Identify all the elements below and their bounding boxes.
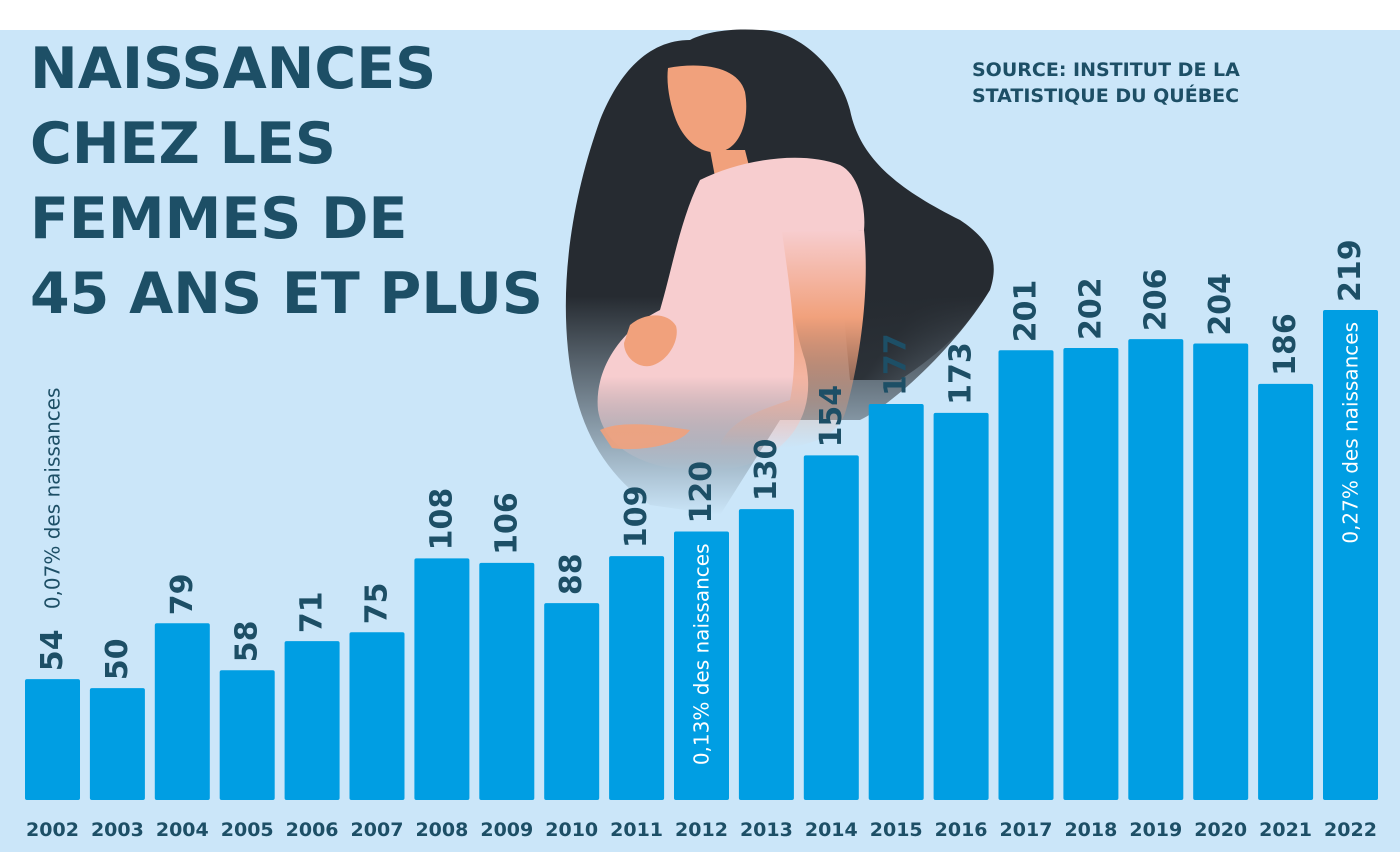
value-label-2012: 120: [684, 461, 719, 524]
tick-label-2016: 2016: [935, 819, 988, 841]
value-label-2016: 173: [944, 342, 979, 405]
bar-2002: [25, 679, 80, 800]
tick-label-2020: 2020: [1194, 819, 1247, 841]
bar-2020: [1193, 343, 1249, 800]
tick-label-2006: 2006: [286, 819, 339, 841]
tick-label-2007: 2007: [351, 819, 404, 841]
tick-label-2015: 2015: [870, 819, 923, 841]
tick-label-2003: 2003: [91, 819, 144, 841]
title-line: 45 ANS ET PLUS: [30, 261, 543, 327]
tick-label-2018: 2018: [1064, 819, 1117, 841]
arm-shape: [720, 230, 866, 449]
source-note: SOURCE: INSTITUT DE LA STATISTIQUE DU QU…: [972, 57, 1240, 109]
face-shape: [667, 65, 747, 153]
value-label-2020: 204: [1203, 273, 1238, 336]
value-label-2013: 130: [749, 439, 784, 502]
value-label-2018: 202: [1073, 277, 1108, 340]
source-line: STATISTIQUE DU QUÉBEC: [972, 85, 1240, 107]
tick-label-2009: 2009: [480, 819, 533, 841]
annotation-2022: 0,27% des naissances: [1339, 322, 1363, 544]
bar-2021: [1258, 383, 1314, 800]
value-label-2002: 54: [35, 629, 70, 671]
bar-2004: [154, 623, 210, 800]
bar-2007: [349, 632, 405, 800]
hand-shape: [624, 315, 677, 367]
value-label-2007: 75: [360, 582, 395, 624]
tick-label-2019: 2019: [1129, 819, 1182, 841]
bar-2010: [544, 603, 600, 800]
bar-2013: [738, 509, 794, 800]
value-label-2019: 206: [1138, 268, 1173, 331]
value-label-2008: 108: [424, 488, 459, 551]
value-label-2010: 88: [554, 553, 589, 595]
tick-label-2008: 2008: [415, 819, 468, 841]
annotation-2002: 0,07% des naissances: [41, 388, 65, 610]
bar-2008: [414, 558, 470, 800]
value-label-2015: 177: [879, 333, 914, 396]
tick-label-2021: 2021: [1259, 819, 1312, 841]
value-label-2004: 79: [165, 573, 200, 615]
value-label-2021: 186: [1268, 313, 1303, 376]
bar-2012: [674, 531, 729, 800]
bar-2003: [89, 688, 145, 800]
bar-2014: [803, 455, 859, 800]
bar-2022: [1323, 310, 1378, 800]
bar-2017: [998, 350, 1054, 800]
tick-label-2010: 2010: [545, 819, 598, 841]
bar-2018: [1063, 348, 1119, 800]
annotation-2012: 0,13% des naissances: [690, 544, 714, 766]
tick-label-2004: 2004: [156, 819, 209, 841]
title-line: FEMMES DE: [30, 186, 408, 252]
bar-2009: [479, 562, 535, 800]
tick-label-2011: 2011: [610, 819, 663, 841]
bar-2011: [609, 556, 665, 800]
title-line: NAISSANCES: [30, 36, 437, 102]
chart-title: NAISSANCES CHEZ LES FEMMES DE 45 ANS ET …: [30, 32, 543, 332]
tick-label-2022: 2022: [1324, 819, 1377, 841]
bar-2005: [219, 670, 275, 800]
value-label-2009: 106: [489, 492, 524, 555]
title-line: CHEZ LES: [30, 111, 336, 177]
bar-2015: [868, 403, 924, 800]
tick-label-2012: 2012: [675, 819, 728, 841]
tick-label-2002: 2002: [26, 819, 79, 841]
value-label-2005: 58: [230, 620, 265, 662]
tick-label-2005: 2005: [221, 819, 274, 841]
value-label-2017: 201: [1009, 280, 1044, 343]
value-label-2003: 50: [100, 638, 135, 680]
bar-2016: [933, 412, 989, 800]
value-label-2006: 71: [295, 591, 330, 633]
bar-2019: [1128, 339, 1184, 800]
value-label-2014: 154: [814, 385, 849, 448]
tick-label-2013: 2013: [740, 819, 793, 841]
value-label-2011: 109: [619, 485, 654, 548]
tick-label-2014: 2014: [805, 819, 858, 841]
source-line: SOURCE: INSTITUT DE LA: [972, 59, 1240, 81]
tick-label-2017: 2017: [1000, 819, 1053, 841]
value-label-2022: 219: [1333, 239, 1368, 302]
bar-2006: [284, 641, 340, 800]
